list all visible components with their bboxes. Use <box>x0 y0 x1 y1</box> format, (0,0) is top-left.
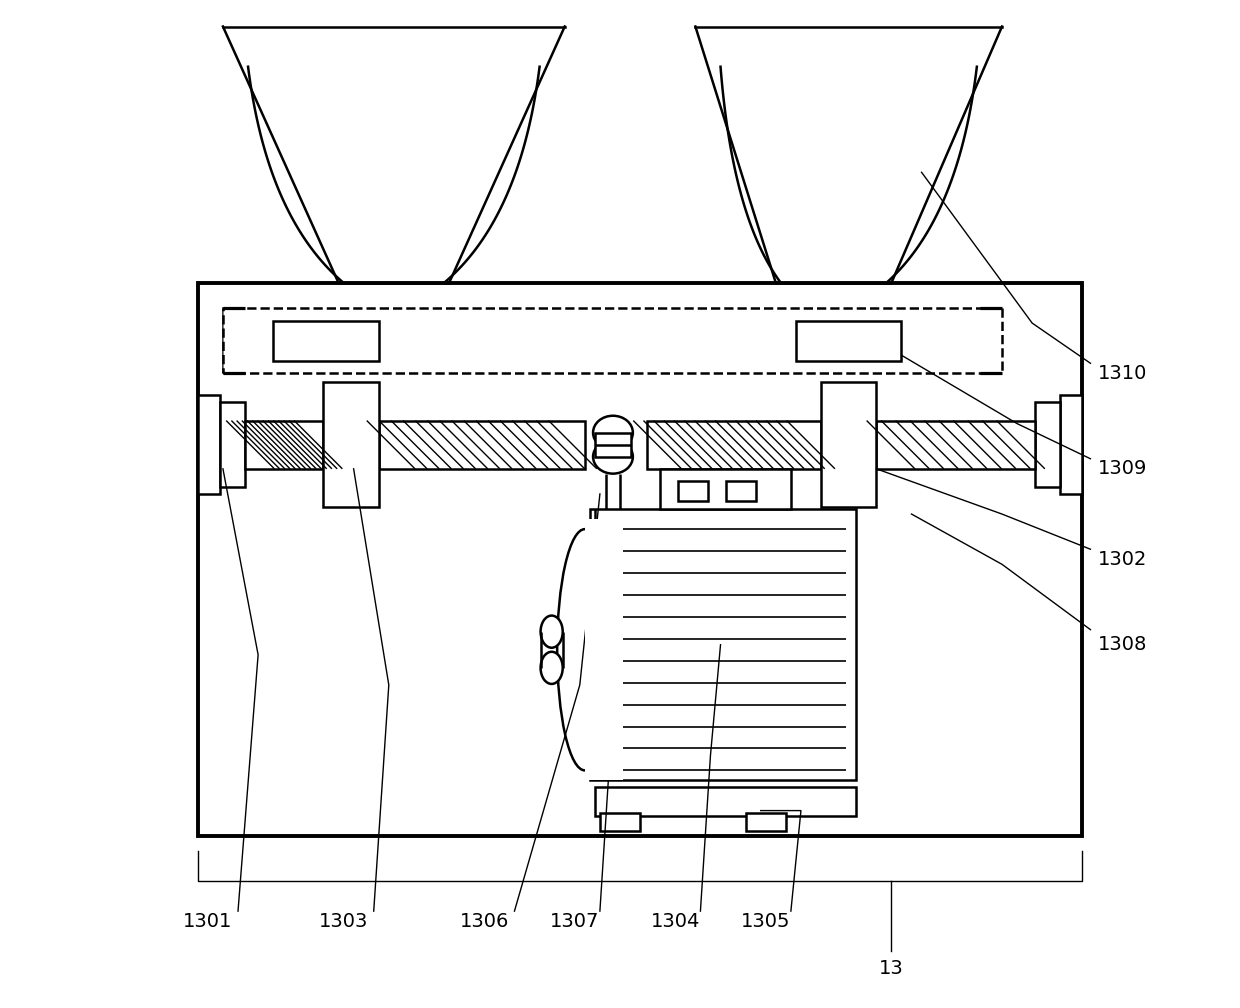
Bar <box>678 481 708 501</box>
Text: 1306: 1306 <box>460 911 508 930</box>
Text: 13: 13 <box>879 959 904 978</box>
Bar <box>600 812 640 831</box>
Bar <box>198 283 1083 836</box>
Bar <box>647 420 821 469</box>
Ellipse shape <box>593 415 632 450</box>
Text: 1304: 1304 <box>651 911 699 930</box>
Ellipse shape <box>541 652 563 684</box>
Text: 1309: 1309 <box>1097 460 1147 479</box>
Text: 1301: 1301 <box>184 911 233 930</box>
Bar <box>796 322 901 361</box>
Bar <box>223 308 1002 373</box>
Bar <box>590 509 857 780</box>
Bar <box>585 519 622 780</box>
Text: 1302: 1302 <box>1097 549 1147 569</box>
Bar <box>1060 395 1083 494</box>
Bar <box>198 395 219 494</box>
Bar <box>877 420 1035 469</box>
Bar <box>1035 402 1060 487</box>
Bar <box>273 322 378 361</box>
Text: 1308: 1308 <box>1097 635 1147 654</box>
Bar <box>725 481 755 501</box>
Text: 1310: 1310 <box>1097 364 1147 383</box>
Bar <box>821 382 877 507</box>
Bar <box>324 382 378 507</box>
Bar <box>246 420 324 469</box>
Bar <box>745 812 786 831</box>
Text: 1307: 1307 <box>551 911 599 930</box>
Bar <box>595 787 857 815</box>
Text: 1305: 1305 <box>742 911 791 930</box>
Ellipse shape <box>557 529 613 770</box>
Ellipse shape <box>593 439 632 474</box>
Bar <box>219 402 246 487</box>
Text: 1303: 1303 <box>319 911 368 930</box>
Ellipse shape <box>541 616 563 648</box>
Bar <box>378 420 585 469</box>
Bar <box>660 469 791 509</box>
Bar <box>595 432 631 457</box>
